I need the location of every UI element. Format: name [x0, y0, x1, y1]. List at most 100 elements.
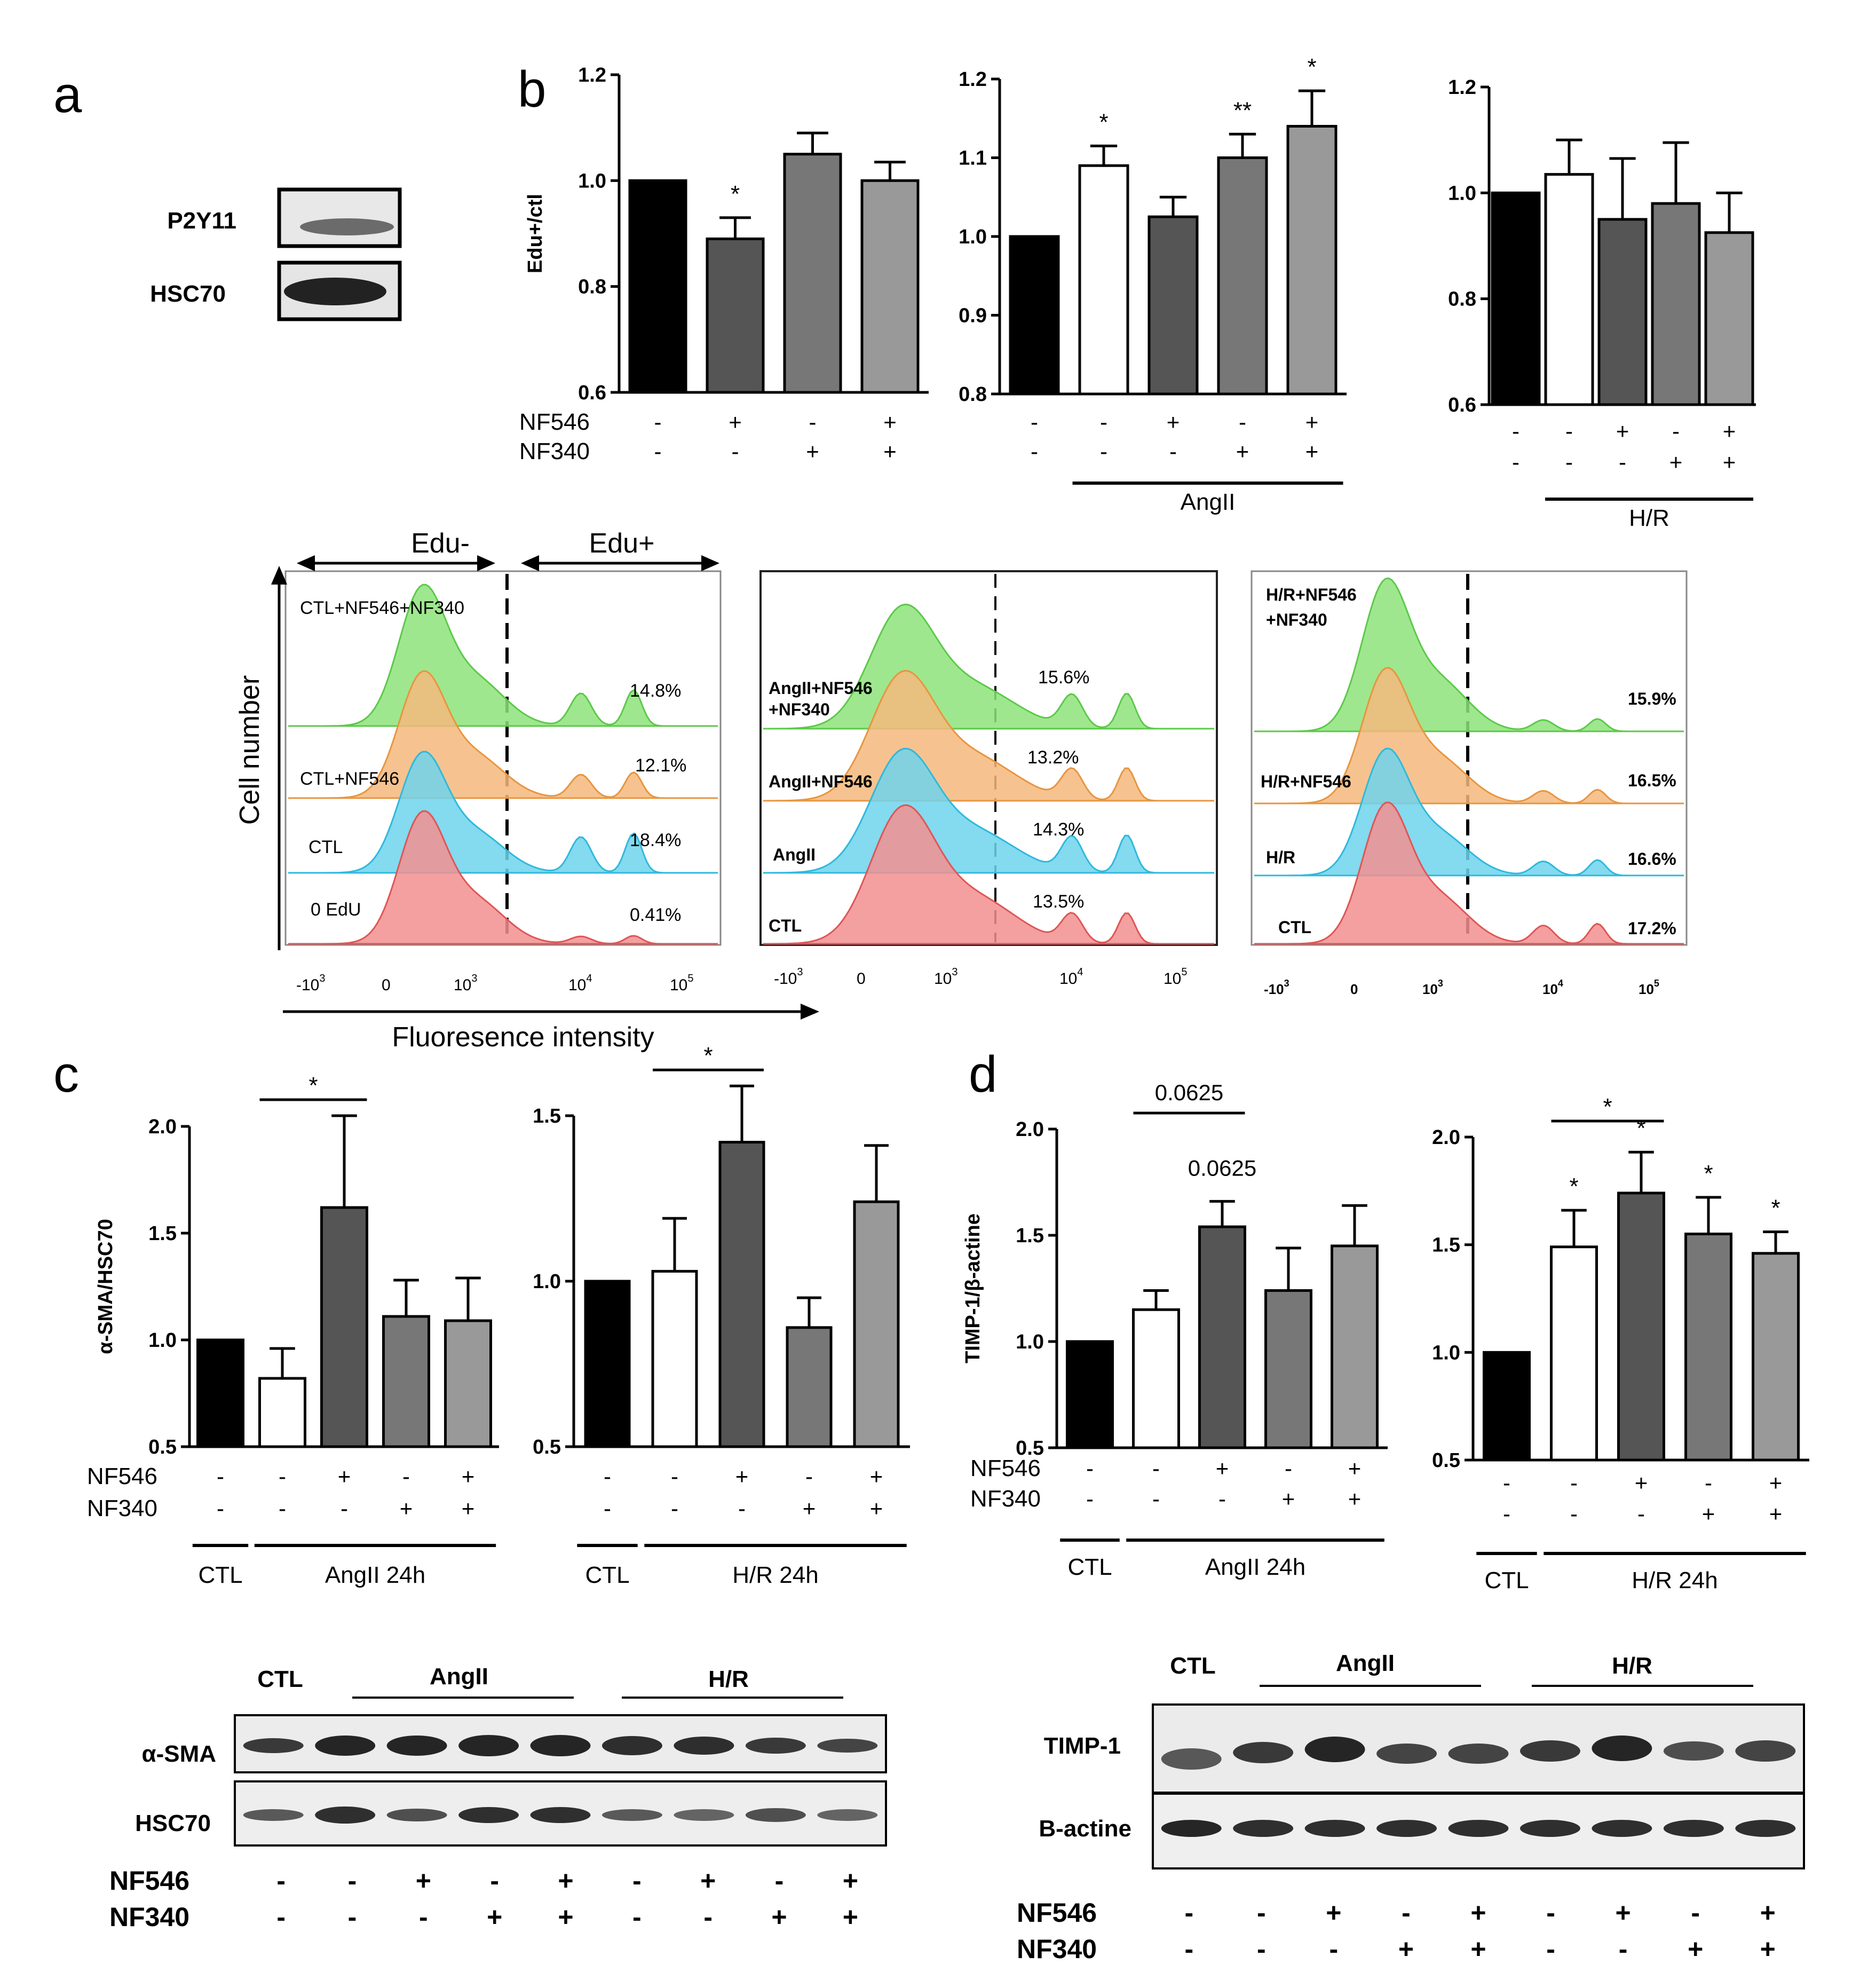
blot-condition-sign: - [276, 1866, 286, 1896]
blot-a-band-hsc70 [284, 278, 386, 305]
blot-condition-sign: + [558, 1866, 573, 1896]
condition-row-label: NF340 [87, 1495, 157, 1521]
flow-1-xtick-4-exp: 4 [586, 973, 592, 984]
condition-sign: - [1100, 439, 1107, 464]
bracket-label: * [703, 1043, 713, 1069]
y-axis-label: Edu+/ctl [524, 194, 547, 273]
blot-condition-sign: + [1688, 1934, 1703, 1964]
bar [860, 179, 920, 394]
condition-sign: - [604, 1464, 611, 1489]
blot-condition-sign: - [276, 1902, 286, 1932]
flow-3-xtick-neg-base: -10 [1264, 981, 1284, 997]
arrow-edu-minus-right [477, 555, 495, 571]
blot-band [315, 1806, 376, 1824]
blot-d-header-hr: H/R [1612, 1653, 1652, 1679]
flow-x-axis-label: Fluoresence intensity [392, 1022, 654, 1053]
condition-row-label: NF546 [970, 1455, 1041, 1481]
condition-sign: - [1031, 439, 1038, 464]
flow-histogram-3-1 [1254, 667, 1684, 804]
flow-2-xtick-neg: -103 [774, 966, 803, 988]
blot-band [1735, 1820, 1796, 1837]
blot-band [458, 1807, 519, 1823]
condition-sign: + [1305, 439, 1319, 464]
condition-row-label: NF546 [87, 1463, 157, 1489]
condition-sign: - [1285, 1456, 1292, 1481]
y-tick-label: 0.8 [959, 383, 987, 406]
blot-condition-sign: + [558, 1902, 573, 1932]
condition-sign: + [1702, 1501, 1715, 1526]
group-label: CTL [1067, 1554, 1112, 1580]
condition-sign: + [1305, 409, 1319, 435]
blot-band [1376, 1744, 1437, 1764]
flow-3-xtick-0: 0 [1350, 981, 1358, 997]
condition-sign: - [1512, 419, 1519, 444]
flow-1-xtick-5: 105 [670, 973, 694, 994]
condition-sign: - [1503, 1501, 1510, 1526]
condition-sign: + [735, 1464, 749, 1489]
bar [584, 1280, 631, 1448]
blot-band [601, 1809, 662, 1821]
flow-1-frame [284, 570, 722, 946]
condition-sign: + [338, 1464, 351, 1489]
flow-1-label-1: CTL+NF546 [300, 769, 399, 789]
bar [258, 1377, 306, 1448]
condition-sign: - [1570, 1470, 1578, 1495]
flow-1-xtick-neg: -103 [296, 973, 325, 994]
blot-condition-sign: + [1326, 1898, 1341, 1928]
blot-d-label-timp1: TIMP-1 [1044, 1733, 1121, 1759]
flow-1-xtick-0: 0 [382, 976, 391, 994]
flow-1-xtick-neg-exp: 3 [319, 973, 325, 984]
blot-condition-sign: - [1257, 1898, 1266, 1928]
condition-sign: - [604, 1496, 611, 1521]
condition-sign: - [1086, 1486, 1094, 1511]
blot-band [1592, 1735, 1652, 1761]
flow-3-xtick-5-base: 10 [1639, 981, 1654, 997]
flow-panel-1 [284, 570, 722, 946]
flow-histogram-2-0 [763, 603, 1214, 730]
flow-2-xtick-neg-base: -10 [774, 970, 797, 988]
bracket-label: * [308, 1072, 318, 1099]
blot-band [530, 1735, 591, 1756]
blot-c-label-asma: α-SMA [142, 1741, 216, 1767]
blot-band [458, 1735, 519, 1756]
bar [1597, 218, 1648, 406]
blot-band [243, 1738, 304, 1753]
flow-label-edu-minus: Edu- [411, 528, 470, 559]
blot-condition-sign: + [1470, 1898, 1486, 1928]
condition-sign: + [883, 409, 897, 435]
condition-sign: - [1565, 419, 1573, 444]
blot-condition-sign: - [775, 1866, 784, 1896]
bar [1752, 1252, 1800, 1462]
condition-sign: - [217, 1464, 224, 1489]
condition-sign: + [1282, 1486, 1295, 1511]
blot-c-header-ctl: CTL [257, 1666, 303, 1692]
blot-band [1592, 1820, 1652, 1837]
condition-sign: + [1616, 419, 1629, 444]
flow-2-label-3: AngII [773, 845, 816, 864]
bar [1550, 1245, 1598, 1462]
condition-sign: - [279, 1496, 286, 1521]
bar [1286, 125, 1337, 396]
y-tick-label: 1.2 [1448, 76, 1476, 99]
flow-1-pct-0: 14.8% [630, 681, 681, 701]
flow-histogram-1-3 [288, 810, 718, 945]
y-tick-label: 1.1 [959, 147, 987, 170]
arrow-edu-plus-right [701, 555, 719, 571]
bar [786, 1326, 833, 1448]
blot-band [315, 1735, 376, 1756]
blot-band [1735, 1740, 1796, 1762]
blot-band [530, 1807, 591, 1823]
blot-a: P2Y11 HSC70 [150, 187, 402, 321]
flow-histogram-1-0 [288, 583, 718, 727]
y-tick-label: 1.5 [148, 1222, 177, 1245]
flow-3-xtick-neg-exp: 3 [1284, 978, 1289, 989]
condition-sign: - [1169, 439, 1177, 464]
flow-y-axis-label: Cell number [234, 675, 265, 825]
blot-band [1448, 1744, 1509, 1764]
flow-histograms [288, 577, 1684, 945]
y-tick-label: 1.5 [1016, 1225, 1044, 1247]
flow-histogram-1-1 [288, 670, 718, 799]
blot-band [1233, 1742, 1294, 1763]
condition-row-label: NF340 [519, 438, 590, 464]
flow-3-pct-3: 17.2% [1628, 919, 1676, 938]
